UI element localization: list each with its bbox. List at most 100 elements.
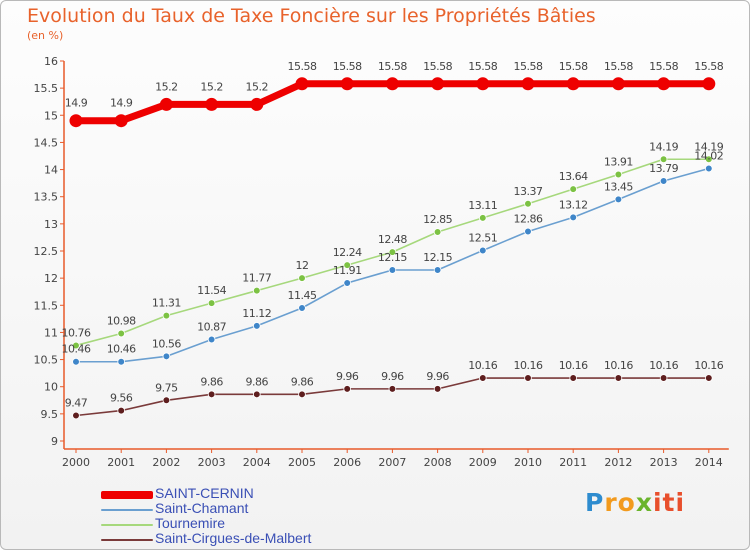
- data-label-saint-chamant: 12.15: [378, 251, 407, 264]
- data-label-saint-cernin: 14.9: [65, 97, 88, 110]
- data-label-tournemire: 13.64: [559, 170, 588, 183]
- series-point-saint-cirgues-de-malbert: [388, 385, 397, 393]
- data-label-saint-cernin: 15.58: [604, 60, 633, 73]
- y-tick-label: 11.5: [34, 299, 59, 312]
- y-tick-label: 10: [44, 381, 58, 394]
- series-point-tournemire: [207, 299, 216, 307]
- data-label-tournemire: 13.37: [514, 185, 543, 198]
- series-point-tournemire: [343, 261, 352, 269]
- x-tick-label: 2014: [695, 456, 723, 469]
- series-point-saint-cirgues-de-malbert: [207, 390, 216, 399]
- series-point-saint-chamant: [343, 279, 352, 287]
- series-point-saint-cernin: [611, 77, 625, 91]
- series-point-saint-cirgues-de-malbert: [569, 374, 577, 382]
- data-label-saint-cirgues-de-malbert: 9.75: [155, 381, 178, 394]
- data-label-tournemire: 12.24: [333, 246, 362, 259]
- legend-swatch-saint-cernin: [101, 491, 153, 499]
- series-point-saint-cernin: [69, 114, 83, 128]
- series-point-saint-cernin: [385, 77, 399, 91]
- series-point-saint-cirgues-de-malbert: [704, 374, 713, 382]
- data-label-tournemire: 10.98: [107, 315, 136, 328]
- data-label-saint-chamant: 11.12: [242, 307, 271, 320]
- data-label-saint-cernin: 15.58: [514, 60, 543, 73]
- data-label-tournemire: 14.19: [694, 140, 723, 153]
- y-tick-label: 9.5: [41, 408, 59, 421]
- x-tick-label: 2010: [514, 456, 542, 469]
- x-tick-label: 2003: [198, 456, 226, 469]
- y-tick-label: 10.5: [34, 354, 59, 367]
- y-tick-label: 15.5: [34, 82, 59, 95]
- series-point-saint-chamant: [614, 195, 623, 204]
- proxiti-logo: Proxiti: [585, 488, 686, 517]
- series-point-saint-cernin: [702, 77, 716, 91]
- series-point-tournemire: [117, 329, 125, 338]
- series-point-saint-cirgues-de-malbert: [298, 390, 306, 399]
- data-label-saint-chamant: 12.15: [423, 251, 452, 264]
- legend-swatch-saint-chamant: [101, 509, 153, 511]
- x-tick-label: 2008: [424, 456, 452, 469]
- y-tick-label: 13.5: [34, 191, 59, 204]
- series-point-saint-cirgues-de-malbert: [433, 385, 442, 393]
- data-label-saint-chamant: 10.46: [62, 343, 91, 356]
- x-tick-label: 2012: [604, 456, 632, 469]
- series-point-saint-chamant: [388, 266, 397, 274]
- series-point-saint-cernin: [295, 77, 309, 91]
- series-point-saint-chamant: [659, 177, 668, 185]
- series-point-saint-cernin: [521, 77, 535, 91]
- data-label-saint-cirgues-de-malbert: 9.86: [291, 375, 314, 388]
- series-point-tournemire: [253, 286, 261, 295]
- x-tick-label: 2013: [650, 456, 678, 469]
- x-tick-label: 2011: [559, 456, 587, 469]
- x-tick-label: 2005: [288, 456, 316, 469]
- series-point-tournemire: [569, 185, 577, 193]
- series-point-saint-cirgues-de-malbert: [343, 385, 352, 393]
- series-point-saint-cirgues-de-malbert: [659, 374, 668, 382]
- data-label-tournemire: 11.54: [197, 284, 226, 297]
- series-point-saint-chamant: [72, 357, 80, 366]
- y-tick-label: 16: [44, 55, 58, 68]
- data-label-saint-cirgues-de-malbert: 9.47: [65, 396, 88, 409]
- series-point-saint-chamant: [433, 266, 442, 274]
- legend-label-saint-chamant: Saint-Chamant: [155, 500, 249, 516]
- data-label-tournemire: 12.48: [378, 233, 407, 246]
- data-label-saint-cernin: 15.58: [288, 60, 317, 73]
- data-label-saint-chamant: 11.91: [333, 264, 362, 277]
- y-tick-label: 12: [44, 272, 58, 285]
- y-tick-label: 15: [44, 109, 58, 122]
- data-label-tournemire: 11.77: [242, 272, 271, 285]
- data-label-saint-chamant: 10.46: [107, 343, 136, 356]
- data-label-tournemire: 14.19: [649, 140, 678, 153]
- data-label-saint-cirgues-de-malbert: 10.16: [694, 359, 723, 372]
- data-label-saint-cirgues-de-malbert: 9.96: [336, 370, 359, 383]
- y-tick-label: 14: [44, 164, 58, 177]
- legend-label-saint-cirgues-de-malbert: Saint-Cirgues-de-Malbert: [155, 530, 312, 546]
- data-label-saint-cirgues-de-malbert: 10.16: [559, 359, 588, 372]
- series-point-saint-cirgues-de-malbert: [72, 411, 80, 420]
- series-point-saint-cirgues-de-malbert: [478, 374, 487, 382]
- y-tick-label: 14.5: [34, 136, 59, 149]
- x-tick-label: 2000: [62, 456, 90, 469]
- x-tick-label: 2007: [378, 456, 406, 469]
- series-point-saint-cernin: [205, 97, 219, 111]
- series-point-tournemire: [659, 155, 668, 164]
- data-label-saint-chamant: 12.86: [514, 212, 543, 225]
- data-label-saint-cernin: 15.58: [694, 60, 723, 73]
- series-point-saint-cirgues-de-malbert: [253, 390, 261, 399]
- series-point-saint-chamant: [298, 304, 306, 312]
- x-tick-label: 2006: [333, 456, 361, 469]
- x-tick-label: 2002: [152, 456, 180, 469]
- data-label-tournemire: 10.76: [62, 326, 91, 339]
- data-label-saint-cernin: 15.2: [155, 80, 178, 93]
- data-label-saint-cirgues-de-malbert: 9.96: [426, 370, 449, 383]
- x-tick-label: 2009: [469, 456, 497, 469]
- series-point-tournemire: [388, 248, 397, 256]
- data-label-saint-cirgues-de-malbert: 10.16: [514, 359, 543, 372]
- data-label-saint-cernin: 14.9: [110, 97, 133, 110]
- data-label-tournemire: 13.11: [468, 199, 497, 212]
- series-point-saint-cernin: [159, 97, 173, 111]
- data-label-saint-cernin: 15.58: [423, 60, 452, 73]
- data-label-saint-chamant: 13.79: [649, 162, 678, 175]
- series-point-saint-cirgues-de-malbert: [117, 406, 125, 415]
